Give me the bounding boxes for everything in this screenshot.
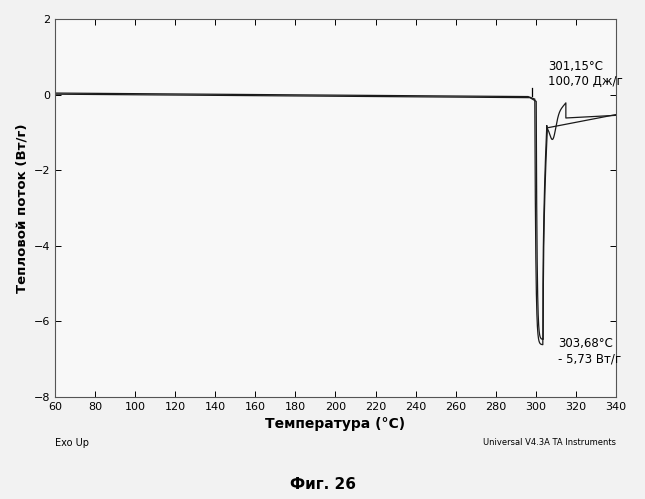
Text: 301,15°C
100,70 Дж/г: 301,15°C 100,70 Дж/г <box>548 60 622 88</box>
Text: 303,68°C
- 5,73 Вт/г: 303,68°C - 5,73 Вт/г <box>558 337 621 365</box>
Text: Exo Up: Exo Up <box>55 438 89 449</box>
Text: Universal V4.3A TA Instruments: Universal V4.3A TA Instruments <box>483 438 616 448</box>
X-axis label: Температура (°C): Температура (°C) <box>265 417 406 431</box>
Y-axis label: Тепловой поток (Вт/г): Тепловой поток (Вт/г) <box>15 123 28 292</box>
Text: Фиг. 26: Фиг. 26 <box>290 477 355 492</box>
